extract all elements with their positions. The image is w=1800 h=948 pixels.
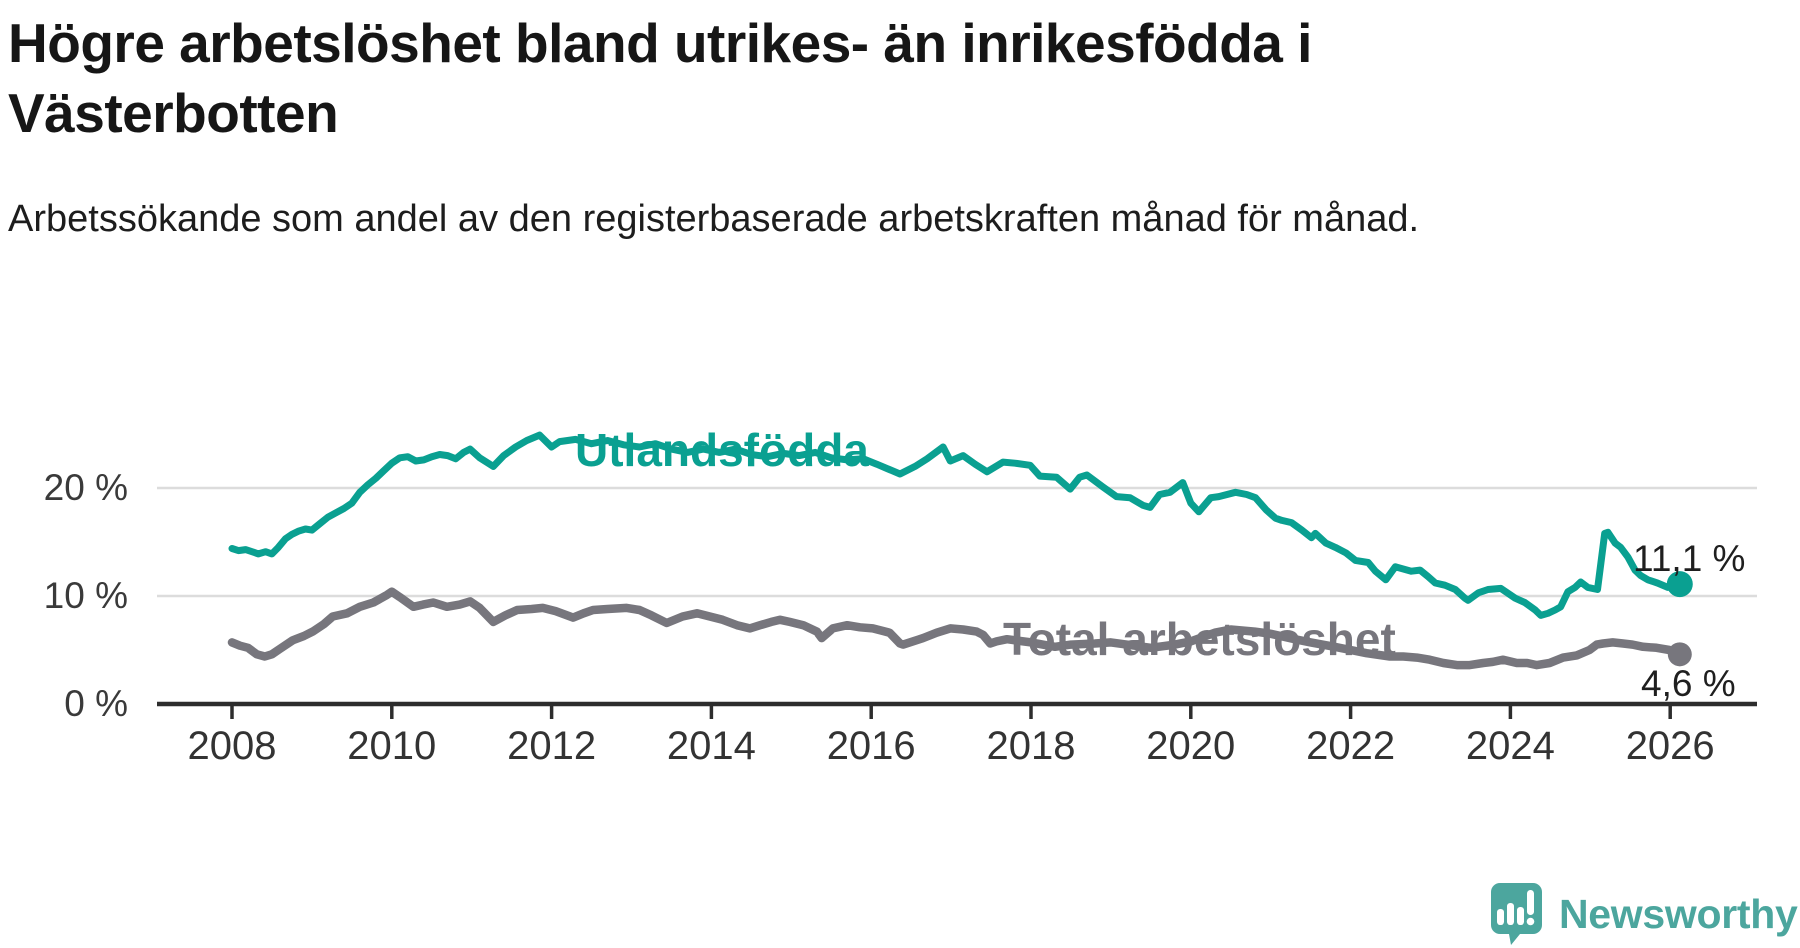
- series-line-total: [227, 587, 1685, 670]
- x-tick-label: 2012: [507, 724, 597, 768]
- page-title: Högre arbetslöshet bland utrikes- än inr…: [8, 12, 1312, 145]
- x-tick-label: 2026: [1625, 724, 1715, 768]
- x-tick-label: 2008: [187, 724, 277, 768]
- end-value-total: 4,6 %: [1641, 663, 1736, 704]
- x-tick-label: 2024: [1465, 724, 1555, 768]
- brand-name: Newsworthy: [1559, 890, 1798, 937]
- newsworthy-logo: Newsworthy: [1488, 882, 1798, 946]
- x-tick-label: 2022: [1306, 724, 1396, 768]
- x-tick-label: 2020: [1146, 724, 1236, 768]
- y-tick-label: 0 %: [64, 683, 128, 724]
- series-end-dot: [1666, 571, 1693, 598]
- series-line-utlandsfodda: [228, 431, 1684, 619]
- speech-bubble-bar-chart-icon: [1491, 883, 1542, 945]
- y-tick-label: 10 %: [43, 575, 128, 616]
- end-value-utlandsfodda: 11,1 %: [1633, 538, 1746, 579]
- chart-subtitle: Arbetssökande som andel av den registerb…: [8, 198, 1420, 240]
- series-end-dot: [1667, 642, 1692, 667]
- series-label-utlandsfodda: Utlandsfödda: [575, 424, 869, 476]
- x-tick-label: 2010: [347, 724, 437, 768]
- x-tick-label: 2018: [986, 724, 1076, 768]
- x-tick-label: 2014: [666, 724, 756, 768]
- x-tick-label: 2016: [826, 724, 916, 768]
- y-tick-label: 20 %: [43, 467, 128, 508]
- series-label-total-arbetsloshet: Total arbetslöshet: [1003, 613, 1396, 665]
